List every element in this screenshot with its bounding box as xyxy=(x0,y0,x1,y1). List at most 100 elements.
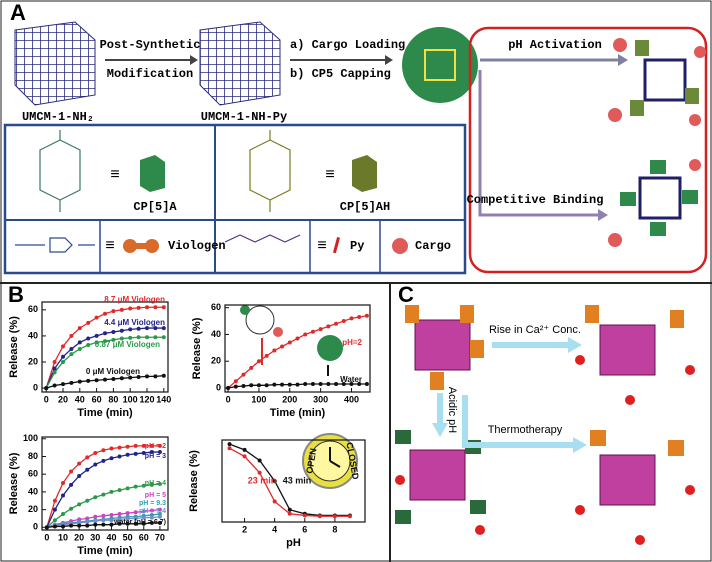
mof-label: UMCM-1-NH-Py xyxy=(201,110,287,124)
x-tick-label: 6 xyxy=(302,524,307,534)
data-point xyxy=(77,326,82,331)
data-point xyxy=(85,520,90,525)
y-tick-label: 40 xyxy=(211,329,221,339)
data-point xyxy=(69,380,74,385)
data-point xyxy=(119,328,124,333)
data-point xyxy=(241,372,246,377)
data-point xyxy=(52,507,57,512)
x-tick-label: 20 xyxy=(58,394,68,404)
data-point xyxy=(242,447,247,452)
data-point xyxy=(117,512,122,517)
data-point xyxy=(69,333,74,338)
arrow-head xyxy=(618,54,628,66)
mof-lattice xyxy=(14,21,281,106)
data-point xyxy=(161,305,166,310)
series-label: pH = 4 xyxy=(145,480,166,487)
data-point xyxy=(94,315,99,320)
data-point xyxy=(52,383,57,388)
data-point xyxy=(86,320,91,325)
py-icon xyxy=(332,237,341,254)
cargo-icon xyxy=(392,238,408,254)
data-point xyxy=(52,524,57,529)
y-axis-label: Release (%) xyxy=(191,317,203,379)
data-point xyxy=(303,332,308,337)
y-tick-label: 20 xyxy=(211,356,221,366)
data-point xyxy=(357,381,362,386)
series-label: pH=2 xyxy=(342,338,362,347)
data-point xyxy=(117,517,122,522)
data-point xyxy=(77,340,82,345)
y-tick-label: 0 xyxy=(33,522,38,532)
series-label: pH = 9.3 xyxy=(139,500,166,507)
data-point xyxy=(347,514,352,519)
data-point xyxy=(117,454,122,459)
data-point xyxy=(77,473,82,478)
equiv: ≡ xyxy=(110,166,119,183)
data-point xyxy=(101,492,106,497)
data-point xyxy=(133,516,138,521)
legend-box xyxy=(3,123,467,275)
data-point xyxy=(77,523,82,528)
data-point xyxy=(141,450,146,455)
data-point xyxy=(133,451,138,456)
data-point xyxy=(257,458,262,463)
cp5ah-icon xyxy=(352,155,377,192)
step-label: Competitive Binding xyxy=(467,193,604,207)
data-point xyxy=(85,498,90,503)
x-tick-label: 100 xyxy=(123,394,138,404)
data-point xyxy=(264,383,269,388)
data-point xyxy=(227,442,232,447)
data-point xyxy=(86,336,91,341)
plot-frame xyxy=(224,304,371,393)
x-tick-label: 4 xyxy=(272,524,277,534)
data-point xyxy=(61,360,65,364)
data-point xyxy=(332,514,337,519)
data-point xyxy=(85,523,90,528)
arrow-head xyxy=(190,55,198,65)
data-point xyxy=(317,514,322,519)
data-point xyxy=(69,346,74,351)
data-point xyxy=(85,455,90,460)
series-label: pH = 2 xyxy=(145,443,166,450)
data-point xyxy=(141,483,146,488)
data-point xyxy=(334,381,339,386)
data-point xyxy=(161,373,166,378)
plot-frame xyxy=(221,439,366,523)
data-point xyxy=(111,376,116,381)
data-point xyxy=(86,378,91,383)
legend-label: Viologen xyxy=(168,239,226,253)
data-point xyxy=(287,507,292,512)
data-point xyxy=(145,326,149,331)
data-point xyxy=(69,469,74,474)
equiv: ≡ xyxy=(325,166,334,183)
data-point xyxy=(109,489,114,494)
data-point xyxy=(287,511,292,516)
data-point xyxy=(52,370,57,375)
data-point xyxy=(119,307,124,312)
annotation: 43 min xyxy=(283,475,312,485)
data-point xyxy=(125,452,130,457)
data-point xyxy=(264,353,269,358)
data-point xyxy=(233,384,238,389)
data-point xyxy=(310,329,315,334)
data-point xyxy=(103,339,107,344)
step-label: Modification xyxy=(107,67,193,81)
data-point xyxy=(233,379,238,384)
data-point xyxy=(125,444,130,449)
legend-label: CP[5]AH xyxy=(340,200,390,214)
data-point xyxy=(101,513,106,518)
data-point xyxy=(272,348,277,353)
data-point xyxy=(341,381,346,386)
y-tick-label: 80 xyxy=(28,451,38,461)
arrow-head xyxy=(573,437,587,453)
capped-mof xyxy=(402,27,478,103)
data-point xyxy=(318,327,323,332)
data-point xyxy=(141,509,146,514)
data-point xyxy=(93,495,98,500)
data-point xyxy=(141,443,146,448)
data-point xyxy=(103,331,107,336)
data-point xyxy=(136,326,141,331)
data-point xyxy=(145,335,149,340)
